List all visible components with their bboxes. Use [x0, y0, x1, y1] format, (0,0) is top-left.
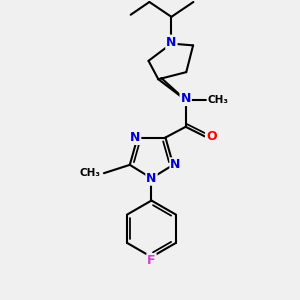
Text: F: F: [147, 254, 156, 267]
Text: CH₃: CH₃: [207, 95, 228, 105]
Text: N: N: [166, 36, 177, 49]
Text: N: N: [170, 158, 181, 171]
Text: N: N: [181, 92, 191, 105]
Text: N: N: [146, 172, 157, 185]
Text: N: N: [130, 131, 140, 144]
Text: O: O: [206, 130, 217, 143]
Text: CH₃: CH₃: [80, 168, 101, 178]
